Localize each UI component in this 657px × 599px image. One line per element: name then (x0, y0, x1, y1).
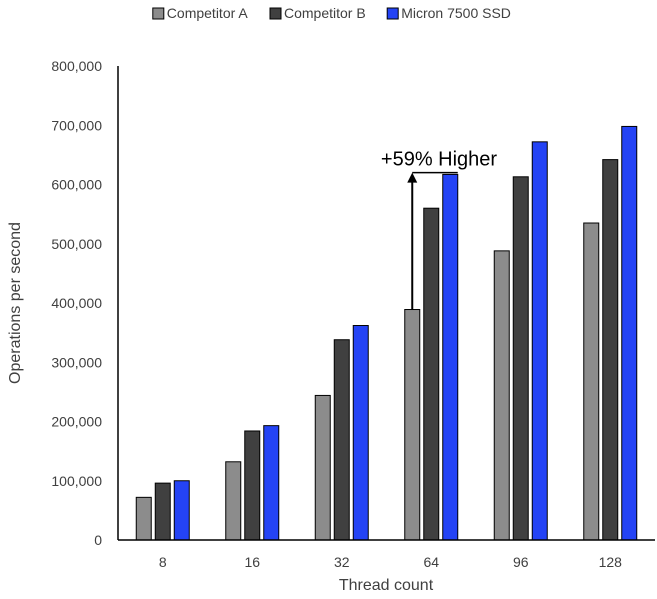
y-tick-label: 700,000 (51, 117, 102, 133)
bar (493, 250, 510, 541)
y-axis-ticks: 0 100,000 200,000 300,000 400,000 500,000 600,… (51, 58, 102, 548)
bar (531, 141, 548, 541)
bar (512, 176, 529, 541)
bar (333, 339, 350, 541)
bar (244, 430, 261, 541)
legend-swatch (152, 7, 165, 20)
x-tick-label: 96 (513, 554, 529, 570)
legend-label: Micron 7500 SSD (401, 5, 511, 21)
bar (263, 425, 280, 541)
bar (154, 482, 171, 541)
y-axis-title: Operations per second (7, 222, 24, 384)
annotation-arrow-head (407, 172, 418, 183)
x-tick-label: 32 (334, 554, 350, 570)
y-tick-label: 0 (94, 532, 102, 548)
bar (423, 207, 440, 541)
legend-label: Competitor A (167, 5, 249, 21)
bar (404, 309, 421, 541)
bar (135, 496, 152, 541)
x-axis-tick-labels: 8 16 32 64 96 128 (159, 554, 622, 570)
y-tick-label: 100,000 (51, 473, 102, 489)
y-tick-label: 600,000 (51, 177, 102, 193)
bar (621, 125, 638, 541)
y-tick-label: 400,000 (51, 295, 102, 311)
x-axis-title: Thread count (339, 577, 434, 594)
x-tick-label: 8 (159, 554, 167, 570)
bar (442, 173, 459, 541)
y-tick-label: 200,000 (51, 414, 102, 430)
bar (583, 222, 600, 541)
bar (225, 461, 242, 541)
bars (135, 125, 638, 541)
x-tick-label: 16 (244, 554, 260, 570)
y-tick-label: 800,000 (51, 58, 102, 74)
bar (314, 394, 331, 541)
annotation-label: +59% Higher (381, 149, 498, 171)
x-tick-label: 128 (599, 554, 623, 570)
x-tick-label: 64 (423, 554, 439, 570)
y-tick-label: 300,000 (51, 354, 102, 370)
legend-swatch (269, 7, 282, 20)
bar (602, 159, 619, 541)
y-tick-label: 500,000 (51, 236, 102, 252)
legend: Competitor A Competitor B Micron 7500 SSD (152, 5, 511, 21)
bar (173, 480, 190, 541)
bar (352, 325, 369, 541)
legend-swatch (386, 7, 399, 20)
legend-label: Competitor B (284, 5, 366, 21)
annotation: +59% Higher (381, 149, 498, 310)
